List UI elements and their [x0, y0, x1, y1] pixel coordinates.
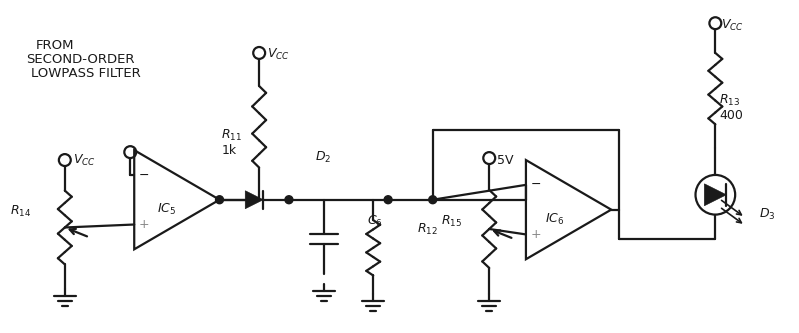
Text: 1k: 1k [221, 144, 237, 157]
Text: $IC_5$: $IC_5$ [157, 202, 177, 217]
Text: FROM: FROM [36, 39, 74, 52]
Circle shape [429, 196, 437, 204]
Text: $R_{14}$: $R_{14}$ [10, 204, 31, 219]
Text: −: − [139, 168, 149, 181]
Text: $IC_6$: $IC_6$ [545, 212, 564, 227]
Text: $D_2$: $D_2$ [315, 150, 331, 165]
Text: +: + [531, 228, 541, 241]
Polygon shape [705, 184, 726, 206]
Text: $R_{13}$: $R_{13}$ [719, 93, 741, 108]
Text: $C_6$: $C_6$ [368, 214, 383, 229]
Text: $V_{CC}$: $V_{CC}$ [267, 47, 290, 63]
Text: $V_{CC}$: $V_{CC}$ [721, 18, 744, 33]
Text: $R_{11}$: $R_{11}$ [221, 128, 242, 143]
Text: −: − [531, 178, 541, 191]
Circle shape [285, 196, 293, 204]
Text: +: + [139, 218, 149, 231]
Text: SECOND-ORDER: SECOND-ORDER [26, 53, 135, 66]
Text: 5V: 5V [497, 154, 514, 166]
Text: $V_{CC}$: $V_{CC}$ [73, 153, 96, 167]
Text: $R_{12}$: $R_{12}$ [417, 222, 438, 237]
Circle shape [216, 196, 224, 204]
Text: $R_{15}$: $R_{15}$ [441, 214, 463, 229]
Circle shape [384, 196, 392, 204]
Polygon shape [245, 191, 263, 209]
Text: LOWPASS FILTER: LOWPASS FILTER [31, 67, 141, 80]
Text: 400: 400 [719, 109, 743, 122]
Text: $D_3$: $D_3$ [759, 207, 776, 222]
